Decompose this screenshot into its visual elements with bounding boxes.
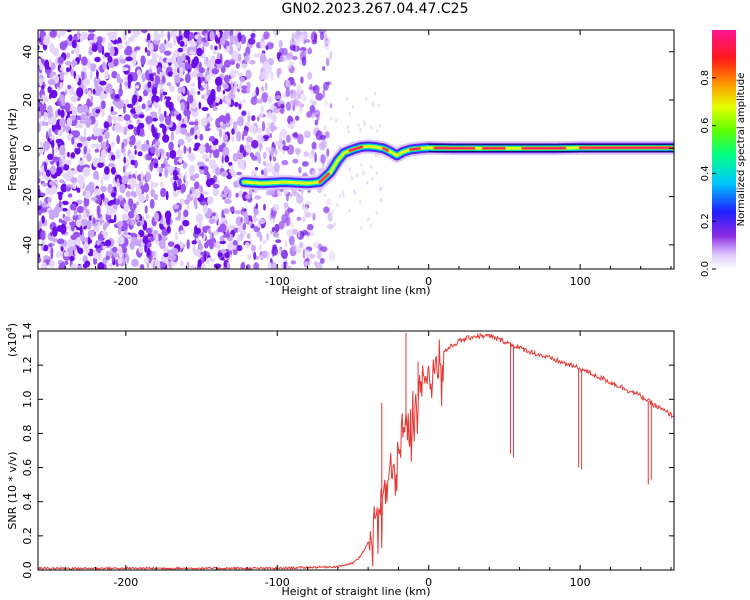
spec-xtick-label-3: 100 [570,275,591,288]
snr-xlabel: Height of straight line (km) [281,585,430,598]
snr-ytick-label-2: 0.4 [21,493,34,511]
snr-ylabel: SNR (10 * v/v) [6,451,19,529]
spec-ytick-label-2: 0 [21,145,34,152]
track-peak-1 [348,145,364,152]
snr-ytick-label-1: 0.2 [21,527,34,545]
spec-xtick-label-2: 0 [425,275,432,288]
colorbar-tick-label-0: 0.0 [700,261,711,277]
spec-ytick-label-1: -20 [21,188,34,206]
spec-ytick-label-4: 40 [21,45,34,59]
track-peak-2 [382,147,389,152]
snr-xtick-label-3: 100 [570,576,591,589]
spectrogram-frame [37,29,675,270]
colorbar-label: Normalized spectral amplitude [736,73,747,227]
snr-line [38,332,674,570]
snr-xtick-label-0: -200 [113,576,138,589]
track-peak-0 [318,172,330,184]
snr-series [38,332,674,570]
colorbar-tick-label-3: 0.6 [700,118,711,134]
colorbar [712,30,736,269]
snr-ytick-label-4: 0.8 [21,425,34,443]
snr-ytick-label-5: 1.0 [21,391,34,409]
spec-ylabel: Frequency (Hz) [6,108,19,191]
spec-xlabel: Height of straight line (km) [281,284,430,297]
colorbar-tick-label-1: 0.2 [700,213,711,229]
snr-ytick-label-7: 1.4 [21,322,34,340]
snr-ytick-label-6: 1.2 [21,356,34,374]
chart-title: GN02.2023.267.04.47.C25 [281,1,469,17]
snr-ytick-label-0: 0.0 [21,561,34,579]
spec-xtick-label-0: -200 [113,275,138,288]
colorbar-tick-label-4: 0.8 [700,70,711,86]
track-peak-3 [409,147,421,151]
snr-frame [37,330,675,571]
snr-xtick-label-2: 0 [425,576,432,589]
spec-ytick-label-0: -40 [21,236,34,254]
spec-xtick-label-1: -100 [265,275,290,288]
snr-scale-label: (x104) [5,323,20,357]
snr-ytick-label-3: 0.6 [21,459,34,477]
carrier-track [236,139,674,191]
colorbar-tick-label-2: 0.4 [700,165,711,181]
snr-xtick-label-1: -100 [265,576,290,589]
spectrogram-noise [38,30,383,269]
spec-ytick-label-3: 20 [21,93,34,107]
